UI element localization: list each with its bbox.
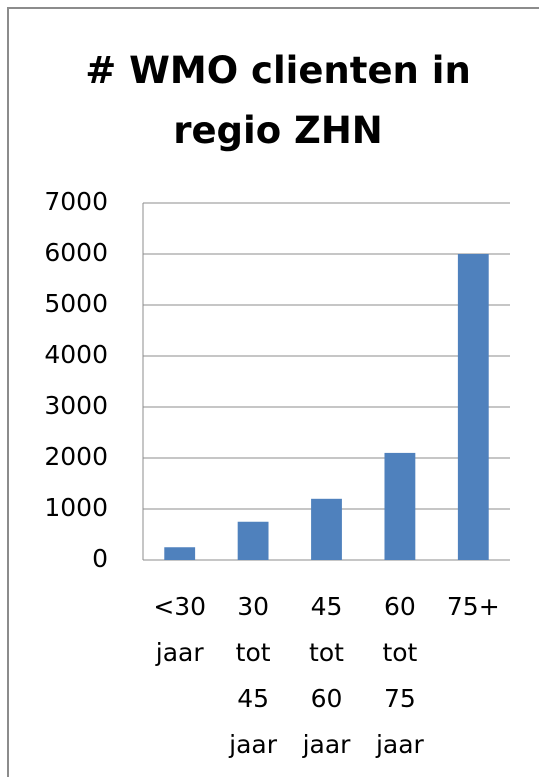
- y-tick-label: 6000: [44, 238, 108, 267]
- y-tick-label: 7000: [44, 187, 108, 216]
- bar: [457, 254, 489, 560]
- chart-frame: [7, 7, 539, 777]
- y-tick-label: 3000: [44, 391, 108, 420]
- y-tick-label: 2000: [44, 442, 108, 471]
- x-tick-label: <30 jaar: [153, 592, 206, 667]
- bar: [164, 547, 196, 560]
- bar: [237, 521, 269, 560]
- bar: [384, 452, 416, 560]
- y-tick-label: 4000: [44, 340, 108, 369]
- y-tick-label: 5000: [44, 289, 108, 318]
- x-tick-label: 30 tot 45 jaar: [228, 592, 278, 759]
- x-tick-label: 45 tot 60 jaar: [302, 592, 352, 759]
- x-tick-label: 75+: [447, 592, 500, 621]
- x-tick-label: 60 tot 75 jaar: [375, 592, 425, 759]
- y-tick-label: 1000: [44, 493, 108, 522]
- y-tick-label: 0: [92, 544, 108, 573]
- chart-title: # WMO clienten in regio ZHN: [85, 49, 471, 152]
- bar: [311, 498, 342, 560]
